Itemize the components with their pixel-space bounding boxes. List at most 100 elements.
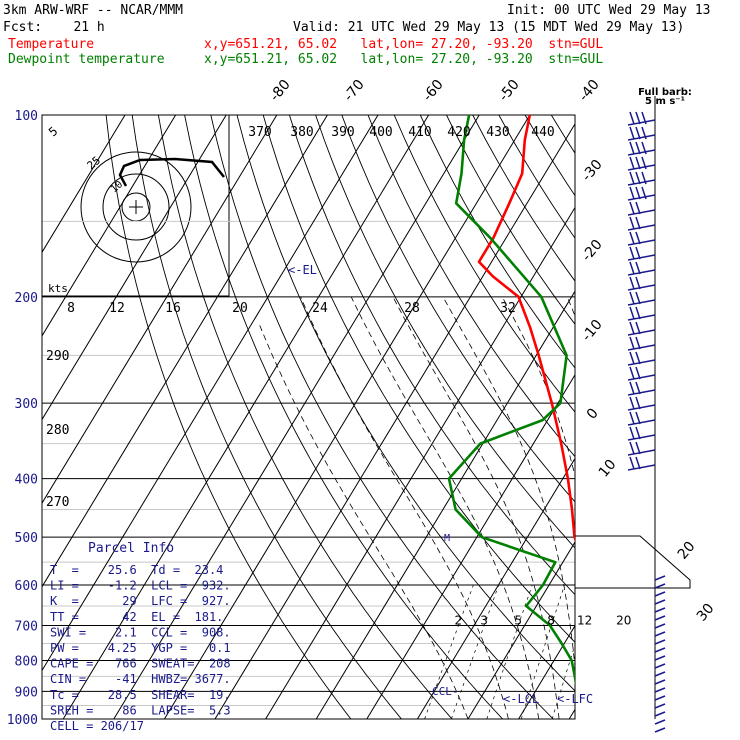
pressure-tick-label: 400 — [15, 473, 38, 488]
wind-barb-flag — [635, 261, 641, 275]
hodograph-ring — [102, 173, 170, 241]
hodograph-tick-label: 28 — [404, 301, 420, 316]
dewpoint-label: Dewpoint temperature — [8, 52, 165, 67]
isotherm — [42, 115, 177, 337]
wind-barb-flag — [635, 201, 641, 215]
wind-barb — [627, 209, 656, 216]
wind-barb-flag — [635, 156, 641, 170]
mixing-ratio-label: 2 — [454, 614, 462, 628]
wind-barb-flag — [629, 171, 635, 185]
wind-barb-flag — [629, 366, 635, 380]
dry-adiabat — [524, 115, 575, 197]
isotherm-label: -30 — [579, 157, 606, 185]
isotherm-label: 20 — [675, 539, 699, 563]
hodograph-tick-label: 32 — [500, 301, 516, 316]
isotherm — [42, 115, 278, 505]
moist-adiabat — [501, 296, 575, 478]
wind-barb — [627, 239, 656, 246]
wind-barb — [627, 224, 656, 231]
wind-barb — [627, 134, 656, 141]
wind-barb-flag — [635, 141, 641, 155]
wind-barb-flag — [629, 306, 635, 320]
wind-barb — [627, 419, 656, 426]
isotherm-label: -10 — [579, 317, 606, 345]
theta-label: 270 — [46, 495, 69, 510]
pressure-tick-label: 1000 — [7, 713, 38, 728]
plot-frame — [41, 114, 576, 720]
isotherm — [42, 115, 227, 421]
pressure-tick-label: 600 — [15, 579, 38, 594]
isotherm — [467, 541, 575, 719]
dry-adiabat — [262, 115, 575, 643]
moist-adiabat — [392, 296, 560, 719]
mixing-ratio-label: 20 — [616, 614, 631, 628]
lcl-marker: <-LCL — [503, 692, 539, 706]
pressure-tick-label: 900 — [15, 685, 38, 700]
wind-barb — [654, 687, 666, 693]
wind-barb-flag — [629, 411, 635, 425]
wind-barb — [627, 284, 656, 291]
wind-barb-flag — [635, 306, 641, 320]
wind-barb-flag — [629, 381, 635, 395]
moist-adiabat — [350, 296, 540, 719]
wind-barb — [627, 449, 656, 456]
wind-barb-flag — [635, 321, 641, 335]
wind-barb-flag — [629, 276, 635, 290]
wind-barb — [627, 254, 656, 261]
pressure-tick-label: 800 — [15, 654, 38, 669]
mixing-ratio-label: 12 — [577, 614, 592, 628]
wind-barb — [627, 269, 656, 276]
wind-barb-flag — [629, 216, 635, 230]
wind-barb — [654, 591, 666, 597]
temperature-profile — [477, 115, 575, 542]
wind-barb-flag — [635, 186, 641, 200]
moist-adiabat — [257, 321, 469, 719]
wind-barb — [654, 711, 666, 717]
parcel-info-row: CAPE = 766 SWEAT= 208 — [50, 657, 231, 671]
barb-legend: 5 m s⁻¹ — [645, 96, 685, 107]
isotherm — [265, 206, 575, 719]
wind-barb-flag — [629, 201, 635, 215]
dry-adiabat — [682, 115, 740, 719]
wind-barb-flag — [629, 261, 635, 275]
dewpoint-profile — [447, 115, 575, 686]
wind-barb — [654, 719, 666, 725]
parcel-info-row: CIN = -41 HWBZ= 3677. — [50, 672, 231, 686]
wind-barb — [627, 389, 656, 396]
wind-barb — [654, 647, 666, 653]
wind-barb-flag — [635, 336, 641, 350]
dry-adiabat — [708, 115, 740, 719]
theta-label: 430 — [486, 125, 509, 140]
wind-barb-flag — [635, 381, 641, 395]
theta-label: 290 — [46, 349, 69, 364]
theta-label: 400 — [369, 125, 392, 140]
init-time: Init: 00 UTC Wed 29 May 13 — [507, 3, 711, 18]
parcel-info-row: SREH = 86 LAPSE= 5.3 — [50, 703, 231, 717]
theta-label: 390 — [331, 125, 354, 140]
dry-adiabat — [157, 115, 453, 719]
theta-label: 440 — [531, 125, 554, 140]
wind-barb — [627, 149, 656, 156]
barb-legend: Full barb: — [638, 87, 692, 98]
dewpoint-location: x,y=651.21, 65.02 lat,lon= 27.20, -93.20… — [204, 52, 604, 67]
forecast-hour: Fcst: 21 h — [3, 20, 105, 35]
dry-adiabat — [236, 115, 575, 692]
barb-panel-edge — [575, 535, 691, 589]
theta-label: 280 — [46, 423, 69, 438]
isotherm — [416, 457, 575, 719]
wind-barb-flag — [635, 126, 641, 140]
isotherm-label: 0 — [584, 405, 602, 422]
wind-barb — [627, 464, 656, 471]
theta-label: 420 — [447, 125, 470, 140]
wind-barb — [627, 179, 656, 186]
wind-barb — [654, 671, 666, 677]
wind-barb — [654, 615, 666, 621]
wind-barb-flag — [635, 366, 641, 380]
isotherm-label: -70 — [341, 77, 368, 105]
moist-adiabat — [442, 296, 575, 671]
model-title: 3km ARW-WRF -- NCAR/MMM — [3, 3, 184, 18]
wind-barb-flag — [629, 156, 635, 170]
dry-adiabat — [419, 115, 575, 369]
wind-barb-flag — [635, 111, 641, 125]
wind-barb — [654, 599, 666, 605]
